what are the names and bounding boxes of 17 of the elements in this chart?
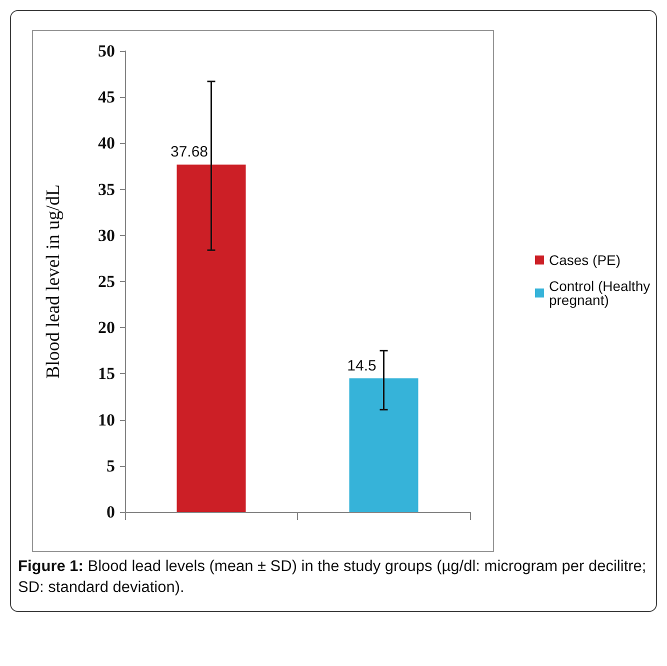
y-tick-label: 45	[98, 88, 115, 107]
y-tick-label: 30	[98, 226, 115, 245]
data-label: 14.5	[347, 357, 376, 374]
y-tick-label: 25	[98, 272, 115, 291]
data-label: 37.68	[170, 144, 208, 161]
y-tick-label: 5	[106, 456, 115, 476]
y-tick-label: 10	[98, 410, 115, 430]
y-tick-label: 15	[98, 364, 115, 384]
y-tick-label: 40	[98, 134, 115, 153]
legend-label: Cases (PE)	[548, 252, 621, 268]
legend-label: Control (Healthy pregnant)	[548, 278, 654, 308]
y-tick-label: 50	[98, 42, 115, 60]
caption: Figure 1: Blood lead levels (mean ± SD) in the study groups (µg/dl: microgram per decilitre; SD: standard deviation).	[18, 558, 646, 596]
y-tick-label: 20	[98, 318, 115, 338]
y-axis-title: Blood lead level in ug/dL	[43, 184, 64, 379]
y-tick-label: 0	[106, 502, 115, 522]
y-tick-label: 35	[98, 180, 115, 199]
